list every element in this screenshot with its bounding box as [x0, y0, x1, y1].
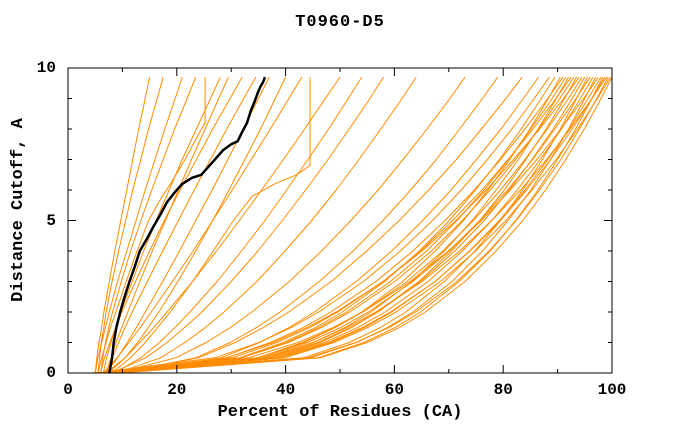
curve-model-28 — [111, 76, 572, 374]
curve-model-04 — [100, 76, 197, 374]
curve-model-19 — [122, 76, 499, 374]
curve-model-13 — [111, 77, 311, 374]
curve-model-01 — [94, 76, 151, 374]
x-axis-label: Percent of Residues (CA) — [217, 403, 463, 422]
curve-model-07 — [105, 76, 229, 374]
curve-model-15 — [113, 76, 363, 374]
curve-model-29 — [95, 76, 575, 374]
plot-title: T0960-D5 — [295, 13, 385, 32]
curve-model-18 — [116, 76, 466, 374]
curve-model-45 — [116, 76, 613, 374]
curve-model-31 — [100, 76, 580, 374]
curve-model-05 — [97, 77, 206, 374]
curve-model-41 — [100, 76, 606, 374]
x-tick-label: 60 — [384, 381, 404, 399]
x-tick-label: 100 — [597, 381, 627, 399]
curve-model-06 — [102, 76, 221, 374]
y-tick-label: 0 — [46, 364, 56, 382]
y-tick-labels: 0 5 10 — [0, 0, 58, 440]
curve-model-32 — [114, 76, 583, 374]
curve-model-30 — [108, 76, 578, 374]
curve-model-35 — [116, 76, 591, 374]
x-tick-label: 20 — [167, 381, 187, 399]
curve-model-11 — [108, 76, 287, 374]
curve-model-44 — [106, 76, 611, 374]
curve-model-16 — [111, 76, 384, 374]
x-tick-labels: 0 20 40 60 80 100 — [0, 381, 680, 401]
curve-model-43 — [97, 76, 609, 374]
curve-model-08 — [100, 76, 243, 374]
curve-model-09 — [105, 76, 257, 374]
curve-model-14 — [105, 76, 341, 374]
y-tick-label: 5 — [46, 211, 56, 230]
curve-model-33 — [97, 76, 586, 374]
curve-model-42 — [114, 76, 608, 374]
curve-model-23 — [100, 76, 556, 374]
x-tick-label: 0 — [63, 381, 73, 399]
curve-model-40 — [119, 76, 604, 374]
curve-model-20 — [119, 76, 523, 374]
curve-model-10 — [105, 76, 270, 374]
curve-model-22 — [95, 76, 550, 374]
curve-model-03 — [94, 76, 183, 374]
curve-model-38 — [95, 76, 599, 374]
curve-model-24 — [92, 76, 561, 374]
curve-model-12 — [103, 76, 303, 374]
curve-model-17 — [116, 76, 417, 374]
x-tick-label: 40 — [275, 381, 296, 399]
curve-highlighted-model — [108, 76, 267, 374]
curve-model-25 — [106, 76, 564, 374]
x-tick-label: 80 — [493, 381, 513, 399]
y-tick-label: 10 — [36, 59, 56, 77]
